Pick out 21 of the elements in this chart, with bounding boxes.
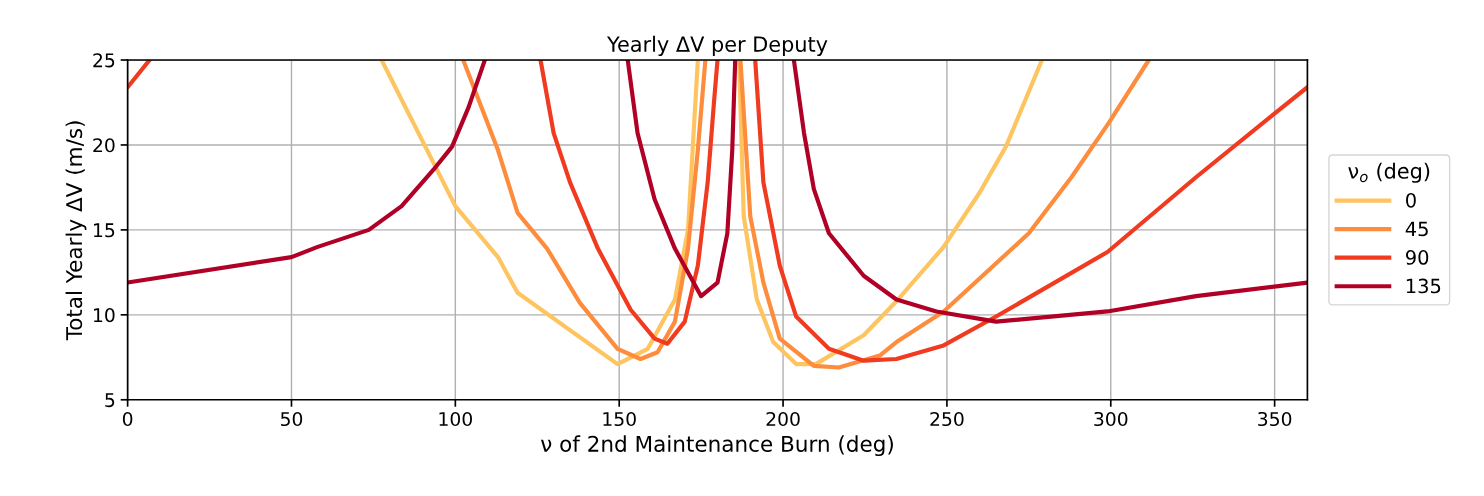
x-tick-label: 150	[603, 411, 636, 427]
x-tick-label: 50	[281, 411, 303, 427]
x-tick-label: 250	[930, 411, 964, 427]
y-tick-label: 10	[94, 308, 115, 323]
x-tick-label: 350	[1258, 411, 1292, 427]
y-tick-label: 20	[93, 138, 115, 153]
y-tick-label: 5	[105, 393, 115, 408]
legend-label: 45	[1405, 221, 1428, 237]
y-tick-label: 25	[93, 53, 115, 68]
legend-label: 90	[1405, 250, 1429, 265]
x-tick-label: 200	[766, 411, 800, 427]
legend-label: 135	[1406, 278, 1441, 294]
y-axis-title: Total Yearly ΔV (m/s)	[65, 121, 87, 341]
x-tick-label: 100	[439, 411, 472, 427]
legend-title: ν$_{o}$ (deg)	[1348, 162, 1430, 183]
x-tick-label: 0	[122, 411, 133, 427]
y-tick-label: 15	[94, 223, 115, 238]
chart-title: Yearly ΔV per Deputy	[606, 35, 828, 57]
x-axis-title: ν of 2nd Maintenance Burn (deg)	[541, 435, 893, 457]
x-tick-label: 300	[1094, 411, 1128, 427]
legend-label: 0	[1406, 192, 1416, 208]
